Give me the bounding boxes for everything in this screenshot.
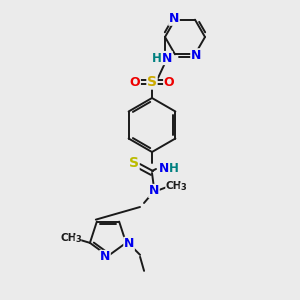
Text: N: N [159,161,169,175]
Text: O: O [130,76,140,88]
Text: N: N [191,49,201,62]
Text: O: O [164,76,174,88]
Text: N: N [162,52,172,64]
Text: CH: CH [166,181,182,191]
Text: N: N [124,237,134,250]
Text: N: N [100,250,110,263]
Text: N: N [149,184,159,197]
Text: H: H [169,161,179,175]
Text: CH: CH [61,233,77,243]
Text: 3: 3 [75,236,81,244]
Text: 3: 3 [180,184,186,193]
Text: H: H [152,52,162,64]
Text: S: S [147,75,157,89]
Text: N: N [169,12,179,25]
Text: S: S [129,156,139,170]
